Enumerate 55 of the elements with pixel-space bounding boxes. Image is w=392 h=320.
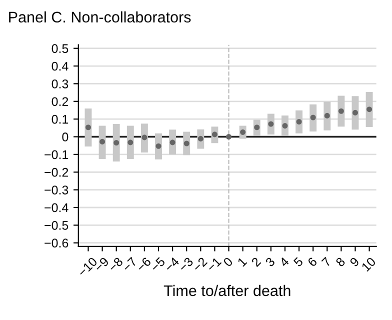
y-tick-label: −0.3 xyxy=(44,186,68,194)
point xyxy=(352,110,358,116)
point xyxy=(254,124,260,130)
point xyxy=(212,132,218,138)
point xyxy=(198,136,204,142)
point xyxy=(282,123,288,129)
x-tick-label: 1 xyxy=(237,256,248,267)
y-tick-label: 0.5 xyxy=(52,44,68,53)
x-tick-label: −8 xyxy=(108,256,124,272)
point xyxy=(114,140,120,146)
point xyxy=(240,129,246,135)
x-tick-label: 9 xyxy=(349,256,360,268)
x-tick-label: 8 xyxy=(335,256,346,268)
y-tick-label: 0 xyxy=(62,132,68,142)
point xyxy=(156,143,162,149)
y-tick-label: 0.4 xyxy=(52,62,68,71)
point xyxy=(170,140,176,146)
y-tick-label: −0.2 xyxy=(44,168,68,177)
x-tick-label: 4 xyxy=(278,256,290,268)
x-tick-label: −10 xyxy=(77,256,98,278)
point xyxy=(184,140,190,146)
y-tick-label: 0.2 xyxy=(52,97,68,106)
x-tick-label: 7 xyxy=(321,256,332,267)
x-tick-label: −3 xyxy=(178,256,194,272)
point xyxy=(366,106,372,112)
point xyxy=(338,108,344,114)
x-tick-label: 3 xyxy=(264,256,276,268)
x-tick-label: −1 xyxy=(206,256,222,272)
point xyxy=(226,134,232,140)
point xyxy=(268,121,274,127)
y-tick-label: −0.6 xyxy=(44,238,68,248)
point xyxy=(142,134,148,140)
x-axis-title: Time to/after death xyxy=(164,284,290,296)
point xyxy=(324,112,330,118)
x-tick-label: 10 xyxy=(361,256,376,272)
x-tick-label: −4 xyxy=(164,256,180,272)
x-tick-label: −2 xyxy=(192,256,208,272)
y-tick-label: −0.5 xyxy=(44,220,68,230)
y-tick-label: −0.4 xyxy=(44,203,68,212)
point xyxy=(128,140,134,146)
x-tick-label: 6 xyxy=(307,256,318,268)
point xyxy=(100,138,106,144)
x-tick-label: 2 xyxy=(250,256,262,267)
y-tick-label: −0.1 xyxy=(44,150,68,160)
x-tick-label: 0 xyxy=(222,256,234,268)
x-tick-label: −5 xyxy=(150,256,166,272)
y-tick-label: 0.1 xyxy=(52,114,68,124)
point xyxy=(296,118,302,125)
x-tick-label: 5 xyxy=(293,256,304,268)
point xyxy=(310,114,316,120)
x-tick-label: −7 xyxy=(122,256,138,272)
point xyxy=(85,124,92,130)
x-tick-label: −6 xyxy=(136,256,152,272)
chart-title: Panel C. Non-collaborators xyxy=(9,11,191,23)
y-tick-label: 0.3 xyxy=(52,80,68,88)
